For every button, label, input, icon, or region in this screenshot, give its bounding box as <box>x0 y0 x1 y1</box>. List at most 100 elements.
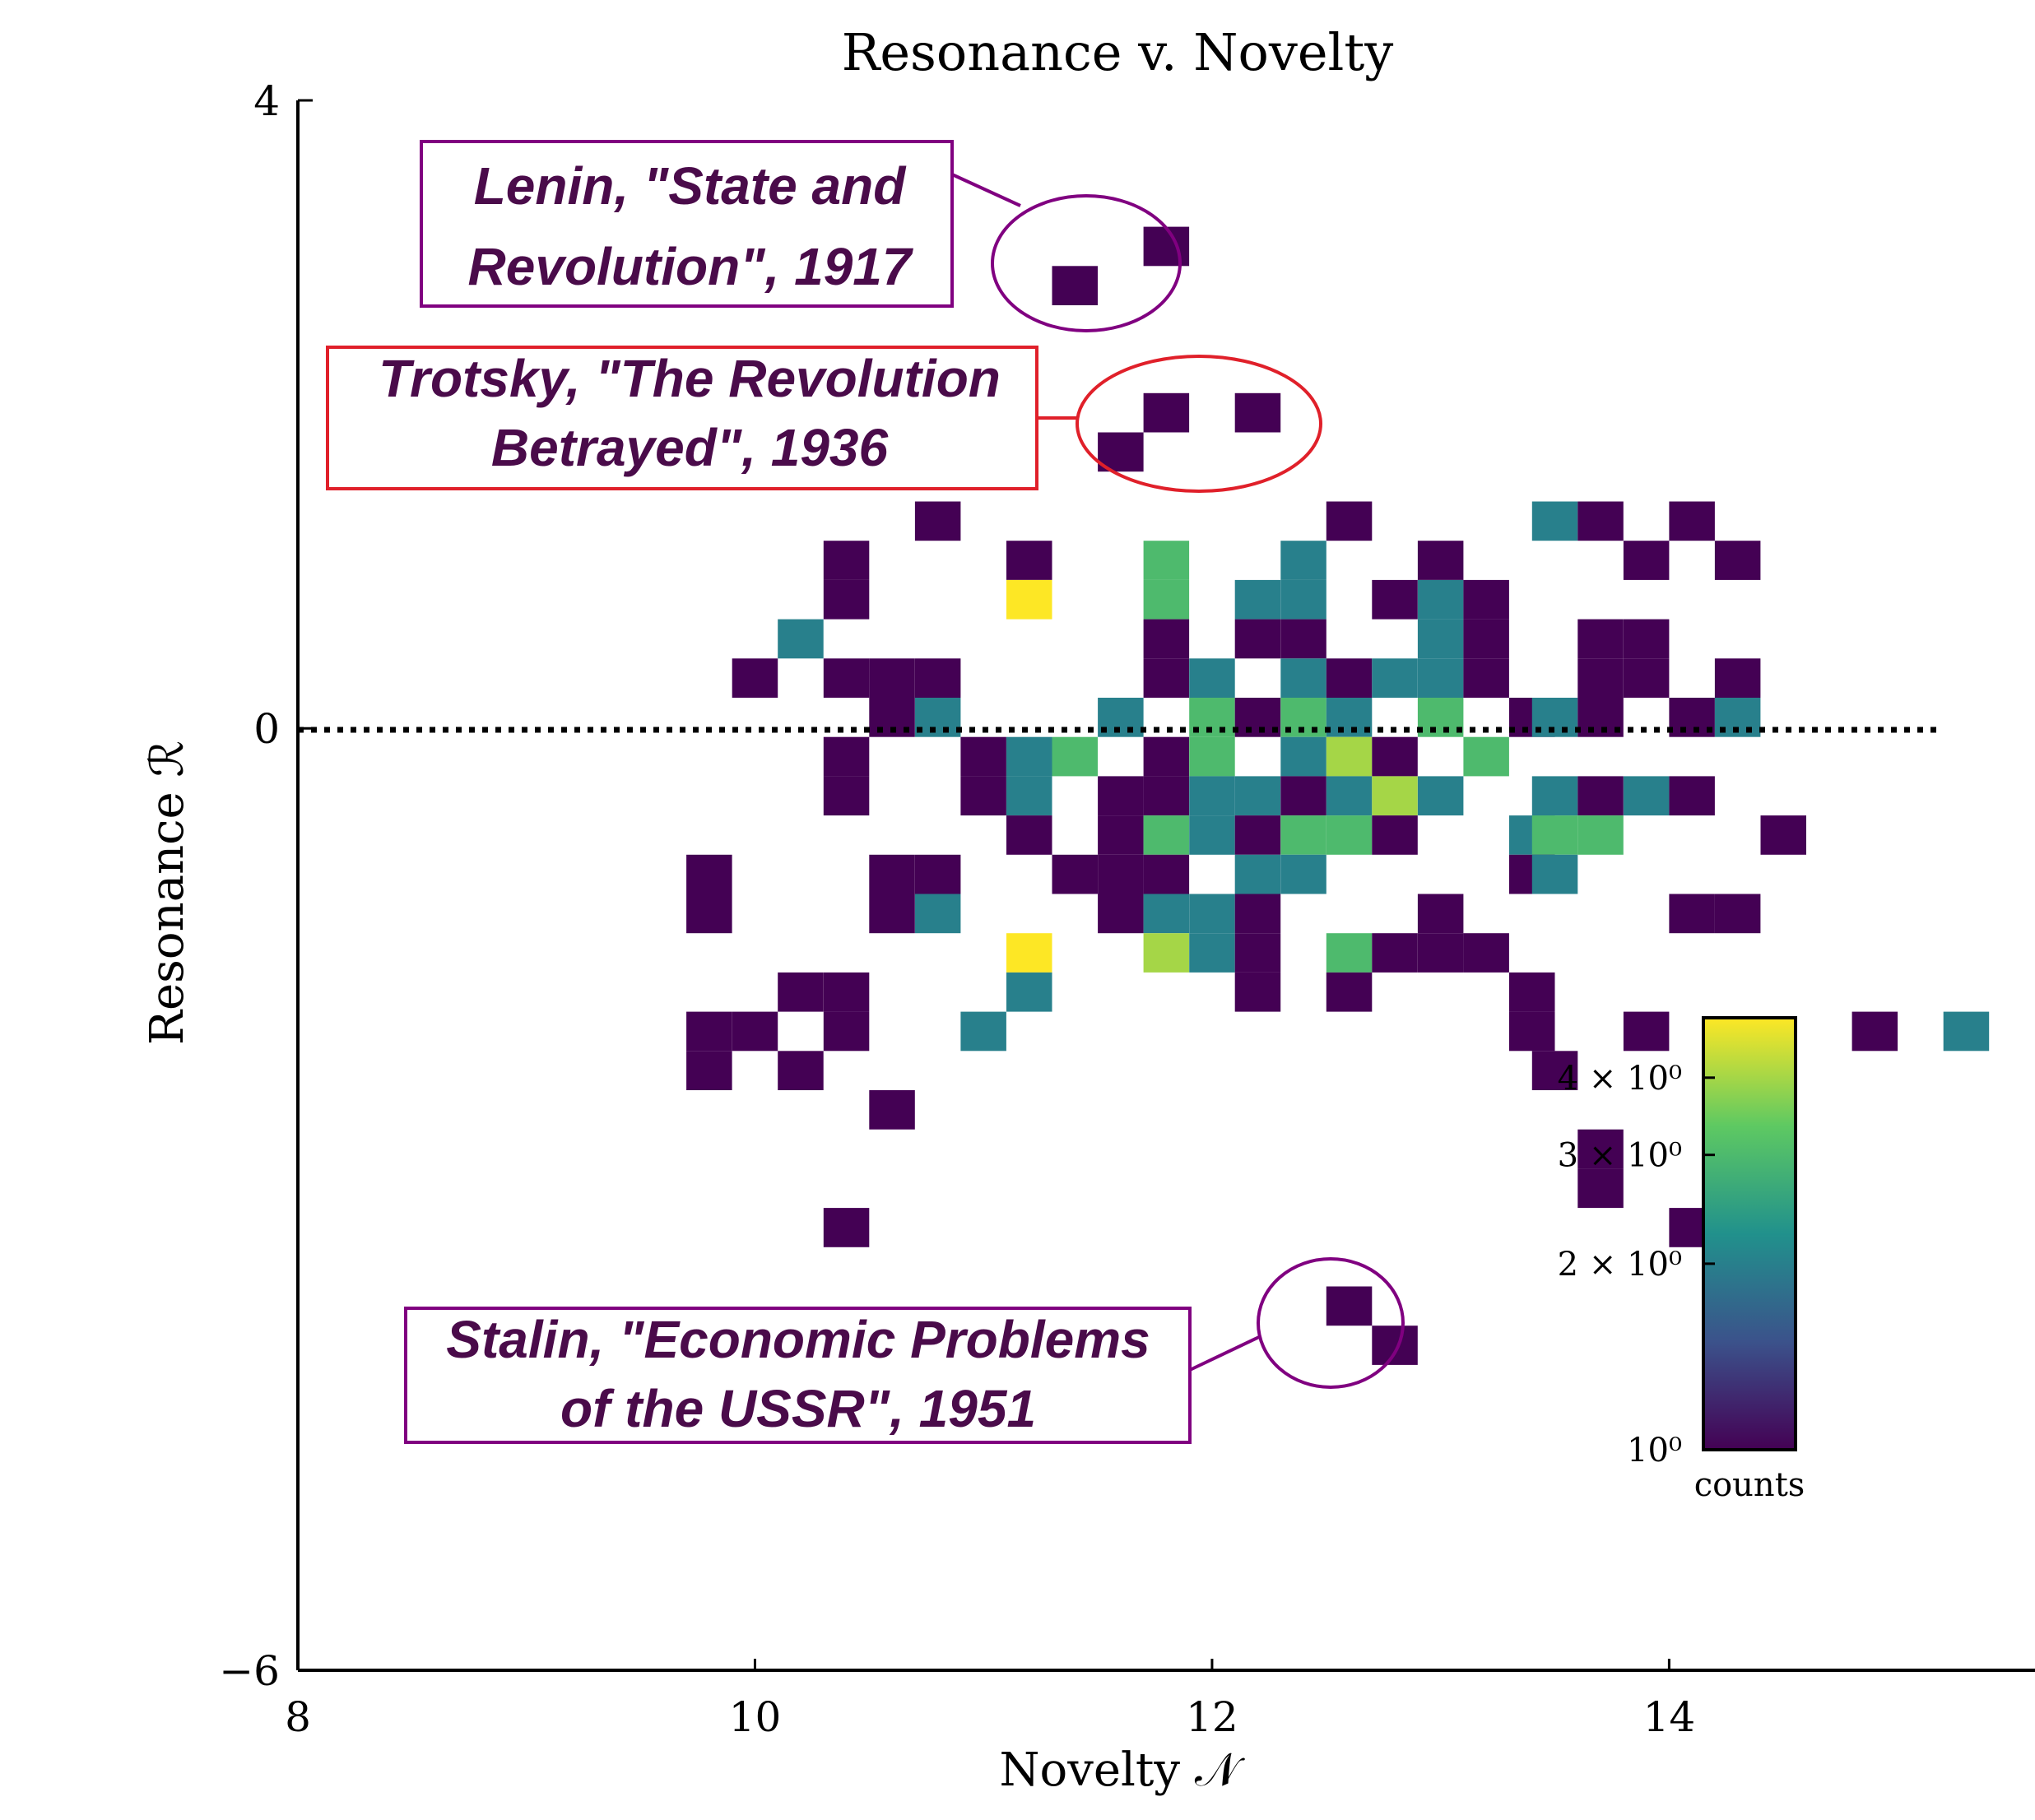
heatmap-cell <box>1234 972 1281 1012</box>
annotation-text: Betrayed", 1936 <box>491 418 889 477</box>
heatmap-cell <box>1760 815 1806 855</box>
heatmap-cell <box>1234 579 1281 620</box>
heatmap-cell <box>869 1090 915 1130</box>
heatmap-cell <box>1417 698 1464 737</box>
heatmap-cell <box>1417 619 1464 659</box>
heatmap-cell <box>1189 894 1235 934</box>
heatmap-cell <box>1417 776 1464 816</box>
heatmap-cell <box>1006 736 1052 777</box>
heatmap-cell <box>914 698 961 737</box>
colorbar-tick-label: 2 × 10⁰ <box>1558 1246 1682 1284</box>
annotation-callout: Lenin, "State and Revolution", 1917 <box>420 140 1182 332</box>
heatmap-cell <box>1714 541 1761 580</box>
heatmap-cell <box>1463 736 1509 777</box>
heatmap-cell <box>823 1208 870 1247</box>
axis-ticks: 8 10 12 14 4 0 −6 <box>219 77 1695 1741</box>
heatmap-cell <box>1372 815 1418 855</box>
heatmap-cell <box>823 579 870 620</box>
heatmap-cell <box>1417 658 1464 698</box>
annotation-circle <box>1257 1257 1405 1389</box>
heatmap-cell <box>1531 776 1578 816</box>
heatmap-cell <box>1326 972 1373 1012</box>
heatmap-cell <box>1531 1051 1578 1090</box>
annotation-text: Lenin, "State and <box>474 156 908 216</box>
heatmap-cell <box>1326 933 1373 973</box>
x-tick-label: 10 <box>729 1693 782 1741</box>
heatmap-cell <box>1326 776 1373 816</box>
heatmap-cell <box>1189 658 1235 698</box>
heatmap-cell <box>1234 933 1281 973</box>
heatmap-cell <box>1417 579 1464 620</box>
heatmap-cell <box>869 894 915 934</box>
heatmap-cell <box>1234 776 1281 816</box>
heatmap-cell <box>1143 933 1190 973</box>
heatmap-cell <box>1098 815 1144 855</box>
heatmap-cell <box>1714 658 1761 698</box>
heatmap-cell <box>1052 854 1098 894</box>
heatmap-cell <box>869 658 915 698</box>
heatmap-cell <box>1006 972 1052 1012</box>
heatmap-cell <box>823 972 870 1012</box>
heatmap-cell <box>1189 776 1235 816</box>
heatmap-cell <box>1234 815 1281 855</box>
annotation-text: Revolution", 1917 <box>468 237 914 296</box>
heatmap-cell <box>823 1011 870 1052</box>
heatmap-cell <box>1234 894 1281 934</box>
heatmap-cell <box>1326 736 1373 777</box>
heatmap-cell <box>778 619 824 659</box>
annotation-circle <box>1076 355 1322 493</box>
colorbar-label: counts <box>1694 1466 1805 1504</box>
heatmap-cell <box>914 894 961 934</box>
heatmap-cell <box>1280 541 1326 580</box>
heatmap-cell <box>1234 392 1281 433</box>
colorbar: 10⁰ 2 × 10⁰ 3 × 10⁰ 4 × 10⁰ counts <box>1558 1016 1805 1504</box>
heatmap-cell <box>1189 815 1235 855</box>
heatmap-cell <box>1143 226 1190 267</box>
heatmap-cell <box>1326 501 1373 541</box>
x-tick-label: 14 <box>1643 1693 1696 1741</box>
heatmap-cell <box>1623 658 1670 698</box>
colorbar-gradient <box>1702 1016 1797 1451</box>
heatmap-cell <box>1509 1011 1555 1052</box>
y-axis-label: Resonance ℛ <box>141 741 194 1045</box>
heatmap-cell <box>1189 933 1235 973</box>
heatmap-cell <box>1326 1286 1373 1326</box>
heatmap-cell <box>732 658 778 698</box>
heatmap-cell <box>1577 1129 1624 1169</box>
heatmap-cell <box>1326 815 1373 855</box>
x-tick-label: 12 <box>1186 1693 1238 1741</box>
heatmap-cell <box>960 1011 1006 1052</box>
heatmap-cell <box>1143 658 1190 698</box>
heatmap-cell <box>1280 579 1326 620</box>
heatmap-cell <box>1623 1011 1670 1052</box>
heatmap-cell <box>686 1011 732 1052</box>
heatmap-cell <box>914 854 961 894</box>
heatmap-cell <box>1463 933 1509 973</box>
annotation-callout: Stalin, "Economic Problems of the USSR", … <box>404 1257 1405 1444</box>
heatmap-cell <box>1280 776 1326 816</box>
heatmap-cell <box>1623 776 1670 816</box>
heatmap-cell <box>1669 776 1715 816</box>
heatmap-cell <box>1417 894 1464 934</box>
heatmap-cell <box>686 854 732 894</box>
heatmap-cell <box>1531 815 1578 855</box>
heatmap-cell <box>1372 933 1418 973</box>
heatmap-cell <box>732 1011 778 1052</box>
heatmap-cell <box>686 1051 732 1090</box>
heatmap-cell <box>1006 815 1052 855</box>
heatmap-cell <box>1669 894 1715 934</box>
annotation-box <box>404 1307 1192 1444</box>
heatmap-cell <box>686 894 732 934</box>
annotation-callout: Trotsky, "The Revolution Betrayed", 1936 <box>326 346 1322 493</box>
y-tick-label: −6 <box>219 1647 280 1695</box>
annotations: Lenin, "State and Revolution", 1917 Trotsk… <box>326 140 1405 1444</box>
heatmap-cell <box>914 658 961 698</box>
heatmap-cell <box>1143 541 1190 580</box>
x-axis-label: Novelty 𝒩 <box>1000 1743 1245 1797</box>
heatmap-cell <box>1623 541 1670 580</box>
heatmap-cell <box>1531 501 1578 541</box>
heatmap-cell <box>1143 894 1190 934</box>
heatmap-cell <box>1372 736 1418 777</box>
heatmap-cell <box>1623 619 1670 659</box>
